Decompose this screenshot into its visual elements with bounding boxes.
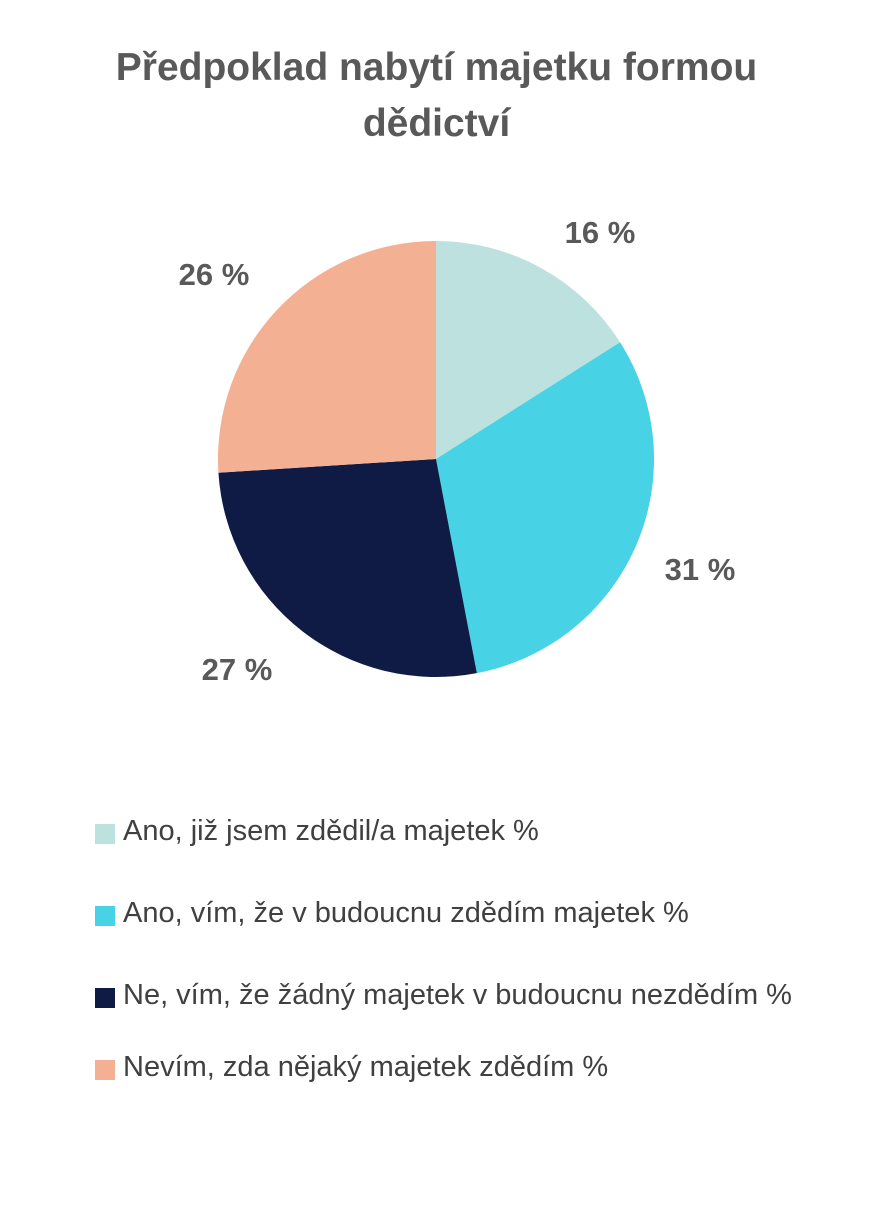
legend-item: Ano, vím, že v budoucnu zdědím majetek % bbox=[95, 894, 855, 932]
legend-label: Ano, již jsem zdědil/a majetek % bbox=[123, 815, 539, 847]
data-label-1: 16 % bbox=[565, 215, 636, 250]
data-label-3: 27 % bbox=[202, 652, 273, 687]
pie-slice-1 bbox=[436, 241, 621, 459]
legend-swatch bbox=[95, 824, 115, 844]
data-label-2: 31 % bbox=[665, 552, 736, 587]
data-label-4: 26 % bbox=[179, 257, 250, 292]
legend-item: Nevím, zda nějaký majetek zdědím % bbox=[95, 1048, 855, 1086]
pie-chart: 16 % 31 % 27 % 26 % bbox=[179, 215, 736, 687]
legend-label: Ano, vím, že v budoucnu zdědím majetek % bbox=[123, 897, 689, 929]
legend-swatch bbox=[95, 988, 115, 1008]
pie-slice-4 bbox=[217, 241, 436, 473]
pie-slice-3 bbox=[218, 459, 477, 678]
chart-title: Předpoklad nabytí majetku formou dědictv… bbox=[115, 46, 758, 145]
legend-item: Ano, již jsem zdědil/a majetek % bbox=[95, 812, 855, 850]
legend-item: Ne, vím, že žádný majetek v budoucnu nez… bbox=[95, 976, 855, 1014]
legend-label: Ne, vím, že žádný majetek v budoucnu nez… bbox=[123, 979, 792, 1011]
legend-swatch bbox=[95, 1060, 115, 1080]
pie-slice-2 bbox=[436, 342, 654, 674]
legend-label: Nevím, zda nějaký majetek zdědím % bbox=[123, 1051, 609, 1083]
legend-swatch bbox=[95, 906, 115, 926]
